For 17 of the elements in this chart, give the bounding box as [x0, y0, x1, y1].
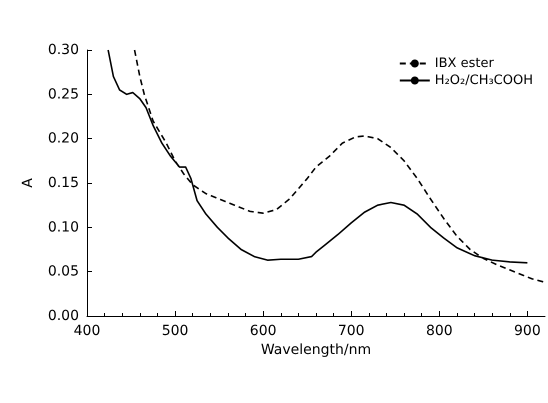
y-tick-label: 0.00 [48, 308, 79, 324]
y-tick-label: 0.20 [48, 130, 79, 147]
legend-label: H₂O₂/CH₃COOH [434, 73, 534, 88]
x-axis-title: Wavelength/nm [260, 342, 372, 358]
y-tick-label: 0.25 [48, 86, 79, 102]
x-tick-label: 400 [74, 323, 100, 339]
y-tick-label: 0.10 [48, 219, 79, 236]
y-axis-title: A [20, 178, 36, 188]
y-tick-label: 0.15 [48, 175, 79, 191]
y-tick-label: 0.05 [48, 264, 79, 280]
x-tick-label: 600 [250, 323, 277, 339]
x-tick-label: 900 [514, 323, 541, 339]
x-tick-label: 700 [338, 323, 365, 339]
x-tick-label: 500 [162, 323, 188, 339]
legend-label: IBX ester [434, 56, 494, 71]
x-tick-label: 800 [426, 323, 453, 339]
y-tick-label: 0.30 [48, 42, 79, 58]
